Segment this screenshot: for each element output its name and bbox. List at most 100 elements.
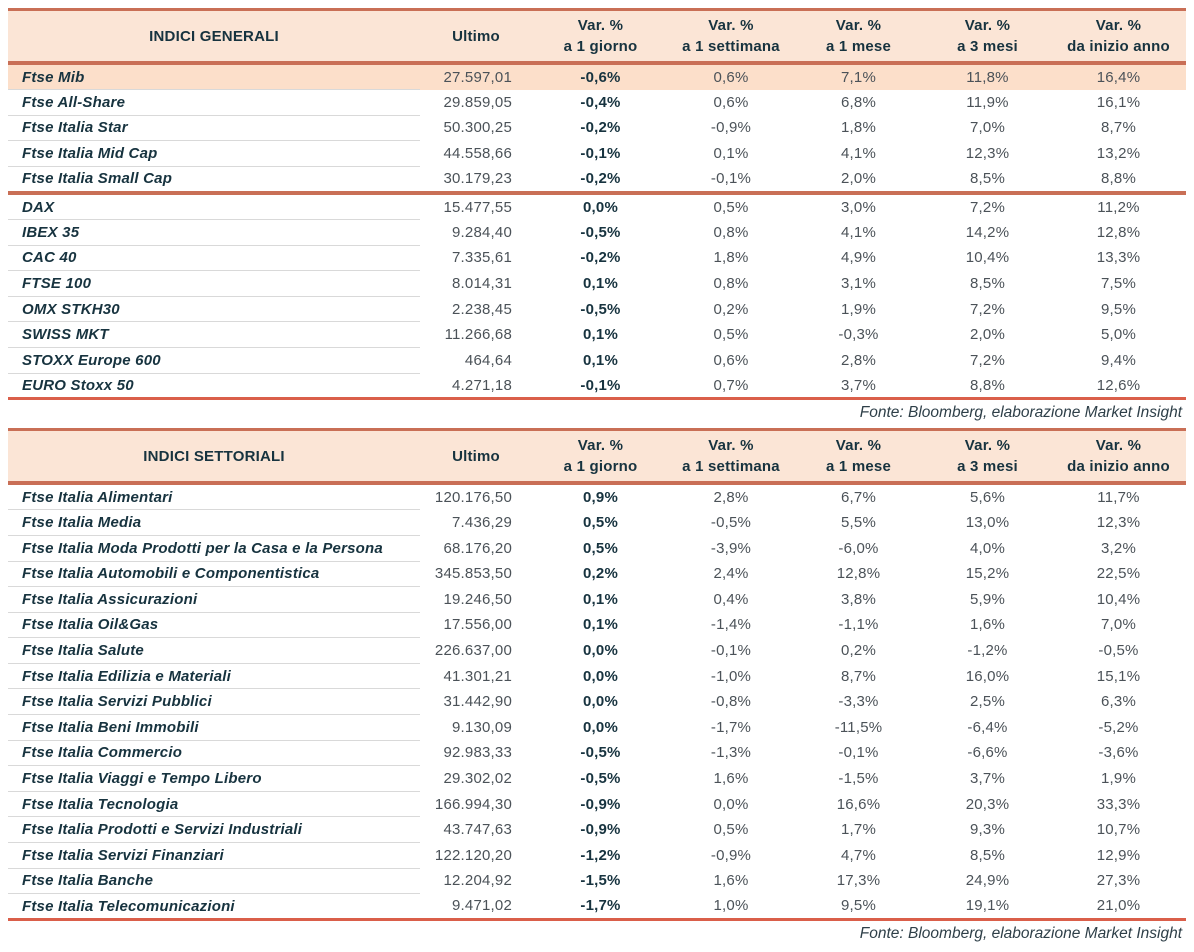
var-1d-value: -0,5% bbox=[580, 223, 621, 241]
var-1w-value: 2,8% bbox=[713, 489, 749, 507]
var-3m-value: 5,9% bbox=[970, 590, 1005, 608]
var-1d-value: -0,2% bbox=[580, 170, 621, 188]
last-value: 17.556,00 bbox=[443, 616, 512, 634]
table-row: Ftse Italia Mid Cap 44.558,66 -0,1% 0,1%… bbox=[8, 140, 1186, 167]
index-name: Ftse Italia Moda Prodotti per la Casa e … bbox=[8, 535, 420, 562]
index-name: Ftse Italia Star bbox=[8, 115, 420, 142]
last-value: 9.471,02 bbox=[452, 897, 512, 915]
col-header-var-1m: Var. % a 1 mese bbox=[793, 428, 924, 484]
table-row: Ftse Italia Salute 226.637,00 0,0% -0,1%… bbox=[8, 637, 1186, 664]
var-1w-value: -1,0% bbox=[710, 667, 752, 685]
var-1w-value: -0,8% bbox=[710, 693, 752, 711]
var-3m-value: 1,6% bbox=[970, 616, 1005, 634]
var-1w-value: 0,1% bbox=[713, 145, 749, 163]
last-value: 345.853,50 bbox=[434, 565, 512, 583]
table-row: IBEX 35 9.284,40 -0,5% 0,8% 4,1% 14,2% 1… bbox=[8, 219, 1186, 246]
var-1m-value: 17,3% bbox=[836, 872, 881, 890]
var-1d-value: 0,0% bbox=[583, 667, 618, 685]
var-ytd-value: -3,6% bbox=[1098, 744, 1139, 762]
var-1d-value: -1,5% bbox=[580, 872, 621, 890]
var-3m-value: 5,6% bbox=[970, 489, 1005, 507]
table-row: Ftse Italia Moda Prodotti per la Casa e … bbox=[8, 535, 1186, 562]
var-1d-value: 0,2% bbox=[583, 565, 618, 583]
index-name: Ftse Italia Small Cap bbox=[22, 170, 173, 188]
last-value: 19.246,50 bbox=[443, 590, 512, 608]
var-1m-value: -0,3% bbox=[838, 326, 879, 344]
index-name: Ftse Italia Servizi Pubblici bbox=[8, 688, 420, 716]
var-3m-value: 11,9% bbox=[966, 93, 1009, 111]
var-1w-value: 1,0% bbox=[713, 897, 749, 915]
var-1w-value: 0,5% bbox=[713, 326, 749, 344]
last-value: 41.301,21 bbox=[443, 667, 512, 685]
index-name: STOXX Europe 600 bbox=[8, 347, 420, 374]
var-1m-value: 9,5% bbox=[841, 897, 876, 915]
col-header-var-ytd: Var. % da inizio anno bbox=[1051, 8, 1186, 63]
var-1w-value: 0,8% bbox=[713, 275, 749, 293]
index-name: Ftse Italia Media bbox=[8, 509, 420, 536]
index-name: Ftse Italia Commercio bbox=[8, 740, 420, 767]
var-3m-value: 7,2% bbox=[970, 198, 1005, 216]
var-1w-value: 1,6% bbox=[713, 770, 749, 788]
var-1m-value: 3,1% bbox=[841, 275, 876, 293]
var-3m-value: 8,5% bbox=[970, 170, 1005, 188]
table-row: Ftse Italia Prodotti e Servizi Industria… bbox=[8, 816, 1186, 844]
last-value: 4.271,18 bbox=[452, 376, 512, 394]
col-header-var-1m: Var. % a 1 mese bbox=[793, 8, 924, 63]
var-ytd-value: 27,3% bbox=[1096, 872, 1141, 890]
var-1w-value: 2,4% bbox=[713, 565, 749, 583]
var-ytd-value: 12,3% bbox=[1096, 514, 1141, 532]
var-1m-value: 0,2% bbox=[841, 642, 876, 660]
last-value: 12.204,92 bbox=[443, 872, 512, 890]
var-1d-value: 0,1% bbox=[583, 590, 618, 608]
var-1d-value: -1,2% bbox=[580, 846, 621, 864]
var-3m-value: 3,7% bbox=[970, 770, 1005, 788]
var-1m-value: -1,1% bbox=[838, 616, 879, 634]
table-row: Ftse Italia Banche 12.204,92 -1,5% 1,6% … bbox=[8, 868, 1186, 895]
var-1m-value: 1,7% bbox=[841, 821, 876, 839]
index-name: OMX STKH30 bbox=[8, 296, 420, 323]
var-3m-value: 15,2% bbox=[965, 565, 1010, 583]
sector-indices-group: Ftse Italia Alimentari 120.176,50 0,9% 2… bbox=[8, 484, 1186, 919]
var-1m-value: 6,8% bbox=[841, 93, 876, 111]
var-1m-value: 7,1% bbox=[793, 64, 924, 90]
index-name: Ftse Italia Tecnologia bbox=[8, 791, 420, 818]
var-1d-value: -0,1% bbox=[580, 376, 621, 394]
index-name: Ftse Mib bbox=[8, 64, 420, 91]
var-1d-value: 0,0% bbox=[583, 642, 618, 660]
var-1d-value: 0,1% bbox=[583, 275, 618, 293]
var-1m-value: -6,0% bbox=[838, 539, 879, 557]
var-1m-value: 8,7% bbox=[841, 667, 876, 685]
last-value: 44.558,66 bbox=[443, 145, 512, 163]
var-1w-value: -1,4% bbox=[710, 616, 752, 634]
last-value: 2.238,45 bbox=[452, 300, 512, 318]
var-3m-value: 19,1% bbox=[965, 897, 1010, 915]
var-3m-value: 24,9% bbox=[965, 872, 1010, 890]
var-1m-value: 16,6% bbox=[836, 795, 881, 813]
var-1m-value: 2,0% bbox=[841, 170, 876, 188]
var-3m-value: 10,4% bbox=[965, 249, 1010, 267]
index-name: CAC 40 bbox=[8, 245, 420, 272]
var-1w-value: 0,6% bbox=[713, 93, 749, 111]
last-value: 166.994,30 bbox=[434, 795, 512, 813]
var-ytd-value: 7,5% bbox=[1101, 275, 1136, 293]
last-value: 50.300,25 bbox=[443, 119, 512, 137]
index-name: Ftse Italia Alimentari bbox=[8, 484, 420, 511]
table-row: SWISS MKT 11.266,68 0,1% 0,5% -0,3% 2,0%… bbox=[8, 321, 1186, 349]
var-1d-value: -0,5% bbox=[580, 300, 621, 318]
col-header-ultimo: Ultimo bbox=[420, 8, 532, 63]
var-ytd-value: 8,8% bbox=[1101, 170, 1136, 188]
index-name: Ftse Italia Beni Immobili bbox=[8, 714, 420, 741]
last-value: 7.436,29 bbox=[452, 514, 512, 532]
var-ytd-value: 13,3% bbox=[1096, 249, 1141, 267]
index-name: FTSE 100 bbox=[8, 270, 420, 297]
var-1d-value: -0,9% bbox=[580, 795, 621, 813]
header-double-line bbox=[8, 482, 1186, 486]
var-1m-value: 2,8% bbox=[841, 351, 876, 369]
var-1w-value: -3,9% bbox=[710, 539, 752, 557]
var-1d-value: -0,4% bbox=[580, 93, 621, 111]
var-3m-value: 2,0% bbox=[970, 326, 1005, 344]
last-value: 9.130,09 bbox=[452, 718, 512, 736]
table-row: Ftse Italia Alimentari 120.176,50 0,9% 2… bbox=[8, 484, 1186, 511]
var-1m-value: 3,0% bbox=[841, 198, 876, 216]
last-value: 11.266,68 bbox=[444, 326, 512, 344]
